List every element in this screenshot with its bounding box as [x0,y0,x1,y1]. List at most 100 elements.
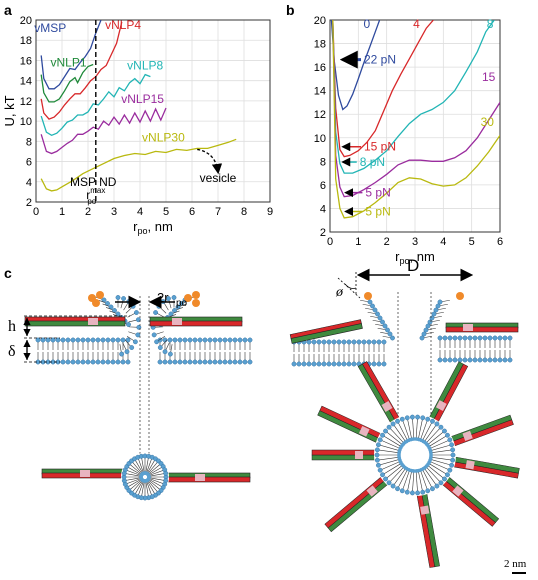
diameter-label: D [407,256,419,275]
x-tick-label: 2 [85,206,91,218]
lipid-bilayer-left [35,295,253,365]
annotation: rmax po [86,186,105,206]
x-tick-label: 5 [163,206,169,218]
series-label-vnlp30: vNLP30 [142,130,185,144]
x-tick-label: 1 [59,206,65,218]
panel-label-c: c [4,265,12,281]
series-label-vmsp: vMSP [34,21,66,35]
y-tick-label: 10 [314,133,326,145]
y-tick-label: 4 [320,203,326,215]
vesicle-arrow [197,148,223,175]
scale-bar-label: 2 nm [504,558,527,570]
x-tick-label: 5 [469,236,475,248]
y-tick-label: 2 [320,227,326,239]
y-tick-label: 20 [314,15,326,27]
force-label: 5 pN [365,186,390,200]
series-label-0: 0 [363,17,370,31]
diameter-marker: D ø [335,256,474,440]
y-tick-label: 16 [20,55,32,67]
pore-width-label-sub: po [176,298,188,309]
protein-belt [429,361,469,423]
series-line-30 [332,20,500,219]
x-tick-label: 9 [267,206,273,218]
x-tick-label: 0 [327,236,333,248]
x-tick-label: 6 [189,206,195,218]
series-line-15 [332,20,500,198]
force-label: 5 pN [365,205,390,219]
y-tick-label: 20 [20,15,32,27]
force-label: 8 pN [360,155,385,169]
y-tick-label: 18 [314,39,326,51]
series-label-vnlp4: vNLP4 [105,18,141,32]
angle-label: ø [335,285,344,300]
protein-belt [324,476,388,533]
x-tick-label: 4 [137,206,143,218]
protein-belt-left-side [24,316,243,327]
y-axis-label: U, kT [2,95,17,126]
panel-label-b: b [286,2,295,18]
y-tick-label: 6 [26,157,32,169]
x-tick-label: 1 [355,236,361,248]
series-label-30: 30 [481,115,495,129]
y-tick-label: 18 [20,35,32,47]
series-label-vnlp8: vNLP8 [127,59,163,73]
protein-belt [442,476,500,527]
x-axis-label: rpo, nm [395,249,435,266]
x-tick-label: 3 [412,236,418,248]
protein-belt [453,456,520,479]
protein-belt [357,361,400,424]
protein-belt [416,493,440,568]
orange-beads-right [364,292,464,300]
series-line-4 [332,20,434,158]
x-tick-label: 0 [33,206,39,218]
pore-width-marker: 2r po [115,290,188,480]
series-label-vnlp15: vNLP15 [121,92,164,106]
pore-width-label: 2r [157,290,169,305]
scale-bar: 2 nm [504,558,527,574]
y-tick-label: 14 [314,86,326,98]
x-tick-label: 2 [384,236,390,248]
plot-frame [329,19,501,233]
orange-beads-left [88,291,200,307]
series-line-vnlp30 [40,138,237,192]
protein-belt [317,405,382,443]
series-label-15: 15 [482,70,496,84]
thickness-label: δ [8,343,16,360]
top-view-right-ring [374,414,456,496]
height-thickness-marker: h δ [8,315,130,363]
y-tick-label: 8 [320,156,326,168]
y-tick-label: 16 [314,62,326,74]
series-label-4: 4 [413,17,420,31]
y-tick-label: 10 [20,116,32,128]
protein-belt [450,414,514,447]
protein-belt-right-side [289,319,519,344]
top-view-left [41,453,251,501]
series-line-vnlp1 [40,63,94,103]
top-view-right-belts [311,361,520,568]
series-line-vmsp [40,20,102,90]
x-tick-label: 3 [111,206,117,218]
annotation: vesicle [200,171,237,185]
y-tick-label: 2 [26,197,32,209]
series-label-vnlp1: vNLP1 [50,56,86,70]
height-label: h [8,318,16,335]
protein-belt [311,449,376,461]
panel-c-schematic: 2r po h δ [8,256,527,574]
panel-label-a: a [4,2,12,18]
x-tick-label: 4 [440,236,446,248]
y-tick-label: 14 [20,76,32,88]
series-line-0 [330,20,381,111]
force-label: 15 pN [364,140,396,154]
series-line-8 [332,20,495,174]
x-tick-label: 7 [215,206,221,218]
y-tick-label: 12 [20,96,32,108]
annotation: MSP ND [70,175,117,189]
series-label-8: 8 [487,17,494,31]
force-label: 22 pN [364,53,396,67]
series-line-vnlp15 [40,107,167,155]
plot-frame [35,19,271,203]
series-line-vnlp4 [40,21,123,120]
